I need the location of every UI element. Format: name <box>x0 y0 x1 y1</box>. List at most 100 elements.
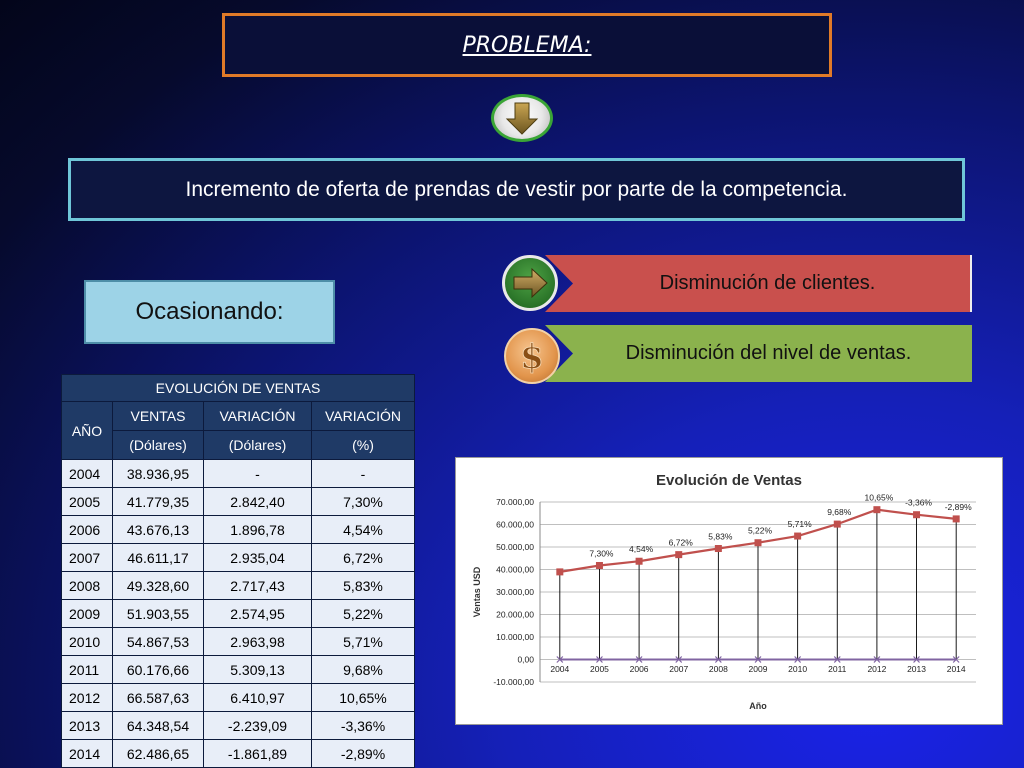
y-tick-label: 10.000,00 <box>496 632 534 642</box>
x-tick-label: 2006 <box>630 664 649 674</box>
sales-point <box>675 551 683 559</box>
data-label: 6,72% <box>669 538 694 548</box>
baseline-point <box>754 656 762 663</box>
baseline-point <box>913 656 920 663</box>
table-row: 2005 41.779,35 2.842,40 7,30% <box>61 487 415 516</box>
y-tick-label: 60.000,00 <box>496 520 534 530</box>
cell-variation: 2.935,04 <box>203 543 312 572</box>
table-row: 2013 64.348,54 -2.239,09 -3,36% <box>61 711 415 740</box>
effect-clients-label: Disminución de clientes. <box>659 272 876 294</box>
cell-variation-pct: -3,36% <box>311 711 415 740</box>
cell-sales: 66.587,63 <box>112 683 204 712</box>
y-tick-label: -10.000,00 <box>493 677 534 687</box>
baseline-point <box>714 656 722 663</box>
cause-label-box: Ocasionando: <box>84 280 335 344</box>
effect-sales-label: Disminución del nivel de ventas. <box>625 342 912 364</box>
y-tick-label: 20.000,00 <box>496 610 534 620</box>
table-row: 2006 43.676,13 1.896,78 4,54% <box>61 515 415 544</box>
down-arrow-icon <box>491 94 553 142</box>
cell-year: 2006 <box>61 515 113 544</box>
cell-sales: 51.903,55 <box>112 599 204 628</box>
cell-variation-pct: 10,65% <box>311 683 415 712</box>
cell-sales: 49.328,60 <box>112 571 204 600</box>
data-label: 5,71% <box>788 519 813 529</box>
x-tick-label: 2007 <box>669 664 688 674</box>
table-header-variation-pct-unit: (%) <box>311 430 415 460</box>
cell-variation-pct: 5,83% <box>311 571 415 600</box>
chart-title: Evolución de Ventas <box>656 472 802 489</box>
baseline-point <box>794 656 802 663</box>
x-tick-label: 2009 <box>749 664 768 674</box>
table-row: 2008 49.328,60 2.717,43 5,83% <box>61 571 415 600</box>
table-header-sales: VENTAS <box>112 401 204 431</box>
y-axis-title: Ventas USD <box>472 566 482 617</box>
cell-variation-pct: -2,89% <box>311 739 415 768</box>
x-tick-label: 2011 <box>828 664 847 674</box>
x-tick-label: 2012 <box>867 664 886 674</box>
x-tick-label: 2004 <box>550 664 569 674</box>
y-tick-label: 70.000,00 <box>496 497 534 507</box>
table-row: 2011 60.176,66 5.309,13 9,68% <box>61 655 415 684</box>
y-tick-label: 50.000,00 <box>496 542 534 552</box>
cell-variation: - <box>203 459 312 488</box>
cell-year: 2014 <box>61 739 113 768</box>
cause-label: Ocasionando: <box>135 298 284 325</box>
x-tick-label: 2005 <box>590 664 609 674</box>
y-tick-label: 0,00 <box>517 655 534 665</box>
baseline-point <box>675 656 683 663</box>
sales-point <box>635 557 643 565</box>
cell-year: 2007 <box>61 543 113 572</box>
effect-clients: Disminución de clientes. <box>545 255 972 312</box>
cell-sales: 41.779,35 <box>112 487 204 516</box>
cell-variation: 2.574,95 <box>203 599 312 628</box>
cell-variation: 5.309,13 <box>203 655 312 684</box>
sales-point <box>913 511 921 519</box>
table-row: 2009 51.903,55 2.574,95 5,22% <box>61 599 415 628</box>
cell-variation-pct: 4,54% <box>311 515 415 544</box>
title-box: PROBLEMA: <box>222 13 832 77</box>
data-label: -2,89% <box>945 502 972 512</box>
cell-variation-pct: 9,68% <box>311 655 415 684</box>
x-axis-title: Año <box>749 701 767 711</box>
table-header-year: AÑO <box>61 401 113 460</box>
cell-year: 2008 <box>61 571 113 600</box>
table-row: 2010 54.867,53 2.963,98 5,71% <box>61 627 415 656</box>
cell-variation-pct: - <box>311 459 415 488</box>
data-label: 10,65% <box>864 493 893 503</box>
table-row: 2012 66.587,63 6.410,97 10,65% <box>61 683 415 712</box>
table-header-variation: VARIACIÓN <box>203 401 312 431</box>
page-title: PROBLEMA: <box>462 32 592 58</box>
x-tick-label: 2010 <box>788 664 807 674</box>
effect-sales: Disminución del nivel de ventas. <box>545 325 972 382</box>
y-tick-label: 40.000,00 <box>496 565 534 575</box>
x-tick-label: 2008 <box>709 664 728 674</box>
data-label: 7,30% <box>589 548 614 558</box>
sales-point <box>556 568 564 576</box>
sales-point <box>873 506 881 514</box>
table-row: 2004 38.936,95- - <box>61 459 415 488</box>
cell-variation-pct: 6,72% <box>311 543 415 572</box>
cell-variation-pct: 5,22% <box>311 599 415 628</box>
baseline-point <box>556 656 564 663</box>
cell-variation-pct: 7,30% <box>311 487 415 516</box>
x-tick-label: 2013 <box>907 664 926 674</box>
cell-sales: 46.611,17 <box>112 543 204 572</box>
baseline-point <box>635 656 643 663</box>
cell-variation: 2.963,98 <box>203 627 312 656</box>
problem-text: Incremento de oferta de prendas de vesti… <box>185 177 848 201</box>
cell-sales: 38.936,95 <box>112 459 204 488</box>
cell-sales: 54.867,53 <box>112 627 204 656</box>
sales-point <box>754 539 762 547</box>
cell-variation: 6.410,97 <box>203 683 312 712</box>
cell-sales: 43.676,13 <box>112 515 204 544</box>
sales-table: EVOLUCIÓN DE VENTAS AÑO VENTAS VARIACIÓN… <box>61 374 415 768</box>
baseline-point <box>596 656 603 663</box>
sales-point <box>794 532 802 540</box>
cell-year: 2013 <box>61 711 113 740</box>
cell-variation: -1.861,89 <box>203 739 312 768</box>
sales-point <box>833 520 841 528</box>
problem-statement-box: Incremento de oferta de prendas de vesti… <box>68 158 965 221</box>
cell-sales: 60.176,66 <box>112 655 204 684</box>
table-row: 2007 46.611,17 2.935,04 6,72% <box>61 543 415 572</box>
cell-sales: 62.486,65 <box>112 739 204 768</box>
